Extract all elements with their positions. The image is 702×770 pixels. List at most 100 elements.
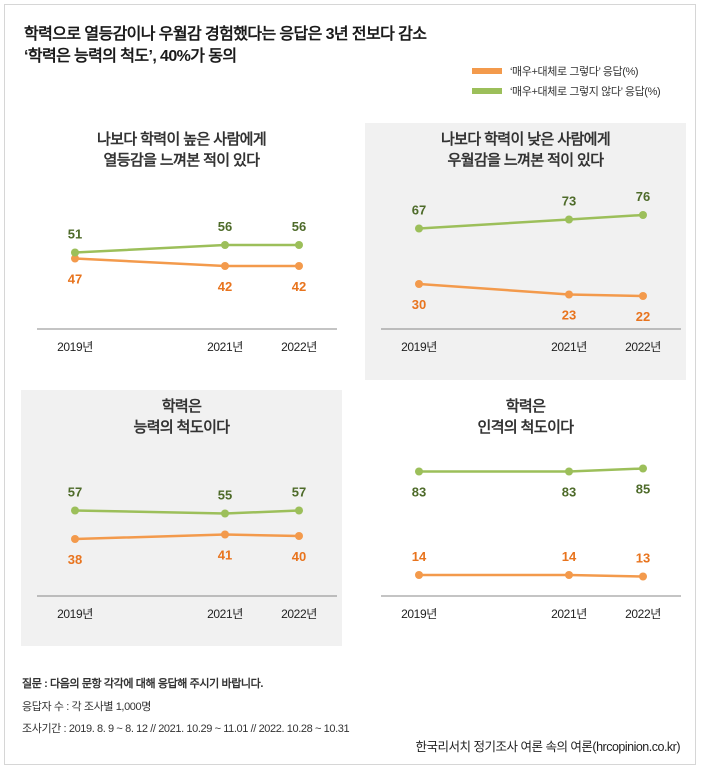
x-tick-label: 2021년 <box>207 340 243 354</box>
chart-frame <box>4 4 696 765</box>
legend-swatch-agree <box>472 68 502 74</box>
legend-item-agree: ‘매우+대체로 그렇다’ 응답(%) <box>472 61 660 81</box>
data-label-disagree: 73 <box>562 194 576 209</box>
line-chart: 2019년 2021년 2022년 30 23 22 67 73 76 <box>381 189 681 354</box>
x-tick-label: 2021년 <box>207 607 243 621</box>
survey-period: 조사기간 : 2019. 8. 9 ~ 8. 12 // 2021. 10.29… <box>22 723 350 735</box>
data-label-disagree: 56 <box>292 219 306 234</box>
panel-title-line-1: 나보다 학력이 높은 사람에게 <box>96 131 267 148</box>
panel-title-line-2: 인격의 척도이다 <box>477 419 575 436</box>
series-line-agree <box>74 257 299 268</box>
data-point-agree <box>221 530 229 539</box>
x-tick-label: 2019년 <box>401 607 437 621</box>
data-label-agree: 23 <box>562 308 576 323</box>
data-point-disagree <box>71 248 79 257</box>
data-label-agree: 47 <box>68 272 82 287</box>
panel-title: 나보다 학력이 높은 사람에게 열등감을 느껴본 적이 있다 <box>21 129 342 171</box>
data-point-disagree <box>415 224 423 233</box>
series-line-disagree <box>74 243 299 254</box>
x-tick-label: 2022년 <box>281 607 317 621</box>
panel-title-line-1: 학력은 <box>505 398 546 415</box>
panel-inferiority: 나보다 학력이 높은 사람에게 열등감을 느껴본 적이 있다 2019년 2021… <box>21 123 342 380</box>
data-label-agree: 42 <box>218 279 232 294</box>
x-tick-label: 2021년 <box>551 607 587 621</box>
data-label-disagree: 57 <box>68 485 82 500</box>
panel-title-line-2: 우월감을 느껴본 적이 있다 <box>447 152 605 169</box>
data-label-agree: 14 <box>562 549 577 564</box>
data-label-disagree: 51 <box>68 227 82 242</box>
data-point-disagree <box>71 506 79 515</box>
survey-question: 질문 : 다음의 문항 각각에 대해 응답해 주시기 바랍니다. <box>22 678 264 690</box>
data-label-agree: 22 <box>636 309 650 324</box>
series-line-agree <box>418 282 644 298</box>
panel-title: 학력은 능력의 척도이다 <box>21 396 342 438</box>
data-point-agree <box>565 290 573 299</box>
headline-line-1: 학력으로 열등감이나 우월감 경험했다는 응답은 3년 전보다 감소 <box>24 26 427 43</box>
line-chart: 2019년 2021년 2022년 47 42 42 51 56 56 <box>37 219 337 354</box>
data-label-agree: 41 <box>218 548 232 563</box>
data-label-disagree: 83 <box>562 485 576 500</box>
series-line-disagree <box>74 509 300 515</box>
x-tick-label: 2022년 <box>625 607 661 621</box>
data-point-agree <box>415 571 423 579</box>
data-label-disagree: 67 <box>412 203 426 218</box>
data-label-disagree: 85 <box>636 482 650 497</box>
series-line-agree <box>419 573 644 578</box>
data-label-disagree: 57 <box>292 485 306 500</box>
data-point-disagree <box>221 241 229 249</box>
x-tick-label: 2019년 <box>57 340 93 354</box>
series-line-disagree <box>418 213 644 230</box>
data-label-agree: 42 <box>292 279 306 294</box>
data-point-agree <box>415 280 423 288</box>
legend-label-disagree: ‘매우+대체로 그렇지 않다’ 응답(%) <box>510 86 661 98</box>
series-line-agree <box>74 533 300 541</box>
x-tick-label: 2019년 <box>401 340 437 354</box>
data-point-disagree <box>221 509 229 518</box>
data-point-disagree <box>639 211 647 219</box>
data-label-disagree: 56 <box>218 219 232 234</box>
data-point-disagree <box>295 241 303 249</box>
headline-line-2: ‘학력은 능력의 척도’, 40%가 동의 <box>24 48 237 65</box>
data-point-agree <box>565 571 573 579</box>
data-point-disagree <box>565 215 573 224</box>
x-tick-label: 2021년 <box>551 340 587 354</box>
line-chart: 2019년 2021년 2022년 14 14 13 83 83 85 <box>381 464 681 621</box>
x-tick-label: 2022년 <box>281 340 317 354</box>
panel-character-measure: 학력은 인격의 척도이다 2019년 2021년 2022년 14 14 13 83 83 85 <box>365 390 686 646</box>
panel-title-line-2: 열등감을 느껴본 적이 있다 <box>103 152 261 169</box>
x-tick-label: 2022년 <box>625 340 661 354</box>
source-credit: 한국리서치 정기조사 여론 속의 여론(hrcopinion.co.kr) <box>415 740 681 754</box>
panel-title: 나보다 학력이 낮은 사람에게 우월감을 느껴본 적이 있다 <box>365 129 686 171</box>
legend: ‘매우+대체로 그렇다’ 응답(%) ‘매우+대체로 그렇지 않다’ 응답(%) <box>472 61 661 101</box>
data-point-agree <box>639 292 647 300</box>
data-label-disagree: 83 <box>412 485 426 500</box>
data-point-disagree <box>415 467 423 476</box>
data-point-agree <box>295 262 303 270</box>
data-label-disagree: 55 <box>218 488 232 503</box>
data-label-disagree: 76 <box>636 189 650 204</box>
panel-title-line-2: 능력의 척도이다 <box>133 419 231 436</box>
data-point-disagree <box>639 464 647 473</box>
data-point-agree <box>639 572 647 581</box>
panel-title-line-1: 학력은 <box>161 398 202 415</box>
data-point-agree <box>71 254 79 263</box>
x-tick-label: 2019년 <box>57 607 93 621</box>
data-point-agree <box>221 262 229 270</box>
panel-superiority: 나보다 학력이 낮은 사람에게 우월감을 느껴본 적이 있다 2019년 2021… <box>365 123 686 380</box>
data-label-agree: 14 <box>412 549 427 564</box>
data-point-agree <box>71 535 79 543</box>
panel-title-line-1: 나보다 학력이 낮은 사람에게 <box>440 131 611 148</box>
panel-ability-measure: 학력은 능력의 척도이다 2019년 2021년 2022년 38 41 40 57 55 57 <box>21 390 342 646</box>
panel-title: 학력은 인격의 척도이다 <box>365 396 686 438</box>
series-line-disagree <box>419 467 644 473</box>
data-point-agree <box>295 532 303 540</box>
legend-swatch-disagree <box>472 88 502 94</box>
data-label-agree: 13 <box>636 551 650 566</box>
data-point-disagree <box>565 467 573 476</box>
data-label-agree: 38 <box>68 552 82 567</box>
data-label-agree: 40 <box>292 549 306 564</box>
line-chart: 2019년 2021년 2022년 38 41 40 57 55 57 <box>37 485 337 621</box>
legend-label-agree: ‘매우+대체로 그렇다’ 응답(%) <box>510 66 639 78</box>
respondent-count: 응답자 수 : 각 조사별 1,000명 <box>22 701 151 713</box>
headline: 학력으로 열등감이나 우월감 경험했다는 응답은 3년 전보다 감소 ‘학력은 … <box>24 24 427 68</box>
